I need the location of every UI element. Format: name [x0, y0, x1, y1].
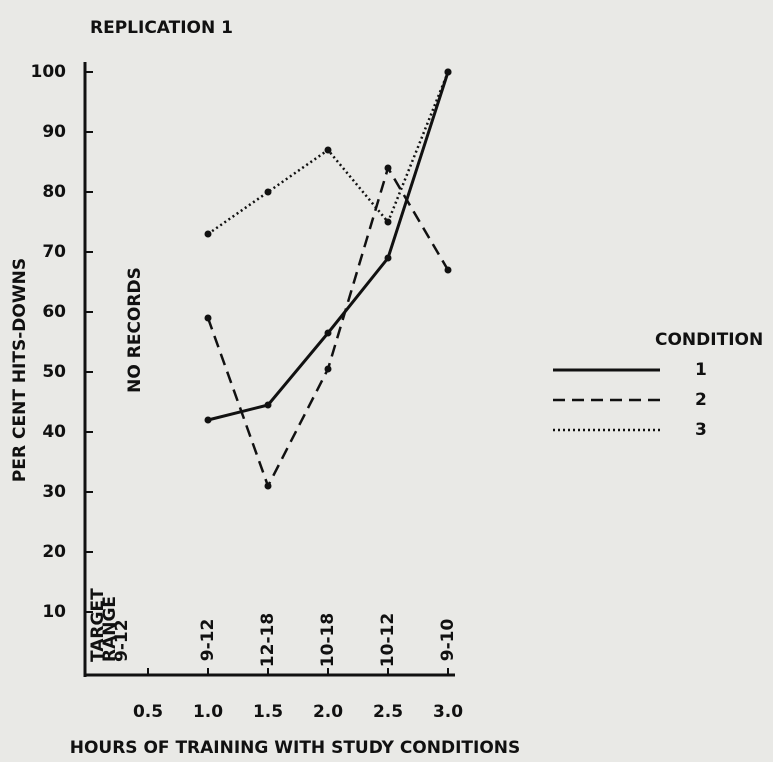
target-range-title: RANGE	[100, 596, 120, 662]
y-tick-label: 90	[42, 122, 66, 142]
y-tick-label: 50	[42, 362, 66, 382]
legend-title: CONDITION	[655, 330, 763, 350]
data-point	[204, 416, 212, 424]
legend-label: 3	[695, 420, 707, 440]
x-tick-label: 1.0	[193, 702, 223, 722]
data-point	[444, 68, 452, 76]
y-tick-label: 80	[42, 182, 66, 202]
range-label: 12-18	[258, 613, 278, 667]
data-point	[384, 218, 392, 226]
x-tick-label: 1.5	[253, 702, 283, 722]
data-point	[324, 329, 332, 337]
x-tick-label: 0.5	[133, 702, 163, 722]
y-tick-label: 70	[42, 242, 66, 262]
data-point	[324, 365, 332, 373]
annotation: NO RECORDS	[125, 267, 145, 393]
chart-title: REPLICATION 1	[90, 18, 233, 38]
legend-label: 1	[695, 360, 707, 380]
data-point	[264, 401, 272, 409]
y-axis-label: PER CENT HITS-DOWNS	[10, 258, 30, 482]
range-label: 9-12	[198, 619, 218, 662]
y-tick-label: 20	[42, 542, 66, 562]
data-point	[264, 482, 272, 490]
range-label: 10-12	[378, 613, 398, 667]
x-tick-label: 2.0	[313, 702, 343, 722]
x-axis-label: HOURS OF TRAINING WITH STUDY CONDITIONS	[70, 738, 521, 758]
data-point	[444, 266, 452, 274]
data-point	[324, 146, 332, 154]
y-tick-label: 10	[42, 602, 66, 622]
data-point	[204, 314, 212, 322]
data-point	[384, 254, 392, 262]
data-point	[264, 188, 272, 196]
x-tick-label: 2.5	[373, 702, 403, 722]
y-tick-label: 100	[31, 62, 67, 82]
y-tick-label: 60	[42, 302, 66, 322]
data-point	[384, 164, 392, 172]
legend-label: 2	[695, 390, 707, 410]
range-label: 9-10	[438, 619, 458, 662]
data-point	[204, 230, 212, 238]
x-tick-label: 3.0	[433, 702, 463, 722]
target-range-title: TARGET	[88, 588, 108, 662]
y-tick-label: 40	[42, 422, 66, 442]
range-label: 10-18	[318, 613, 338, 667]
target-range: 9-12	[112, 619, 132, 662]
y-tick-label: 30	[42, 482, 66, 502]
